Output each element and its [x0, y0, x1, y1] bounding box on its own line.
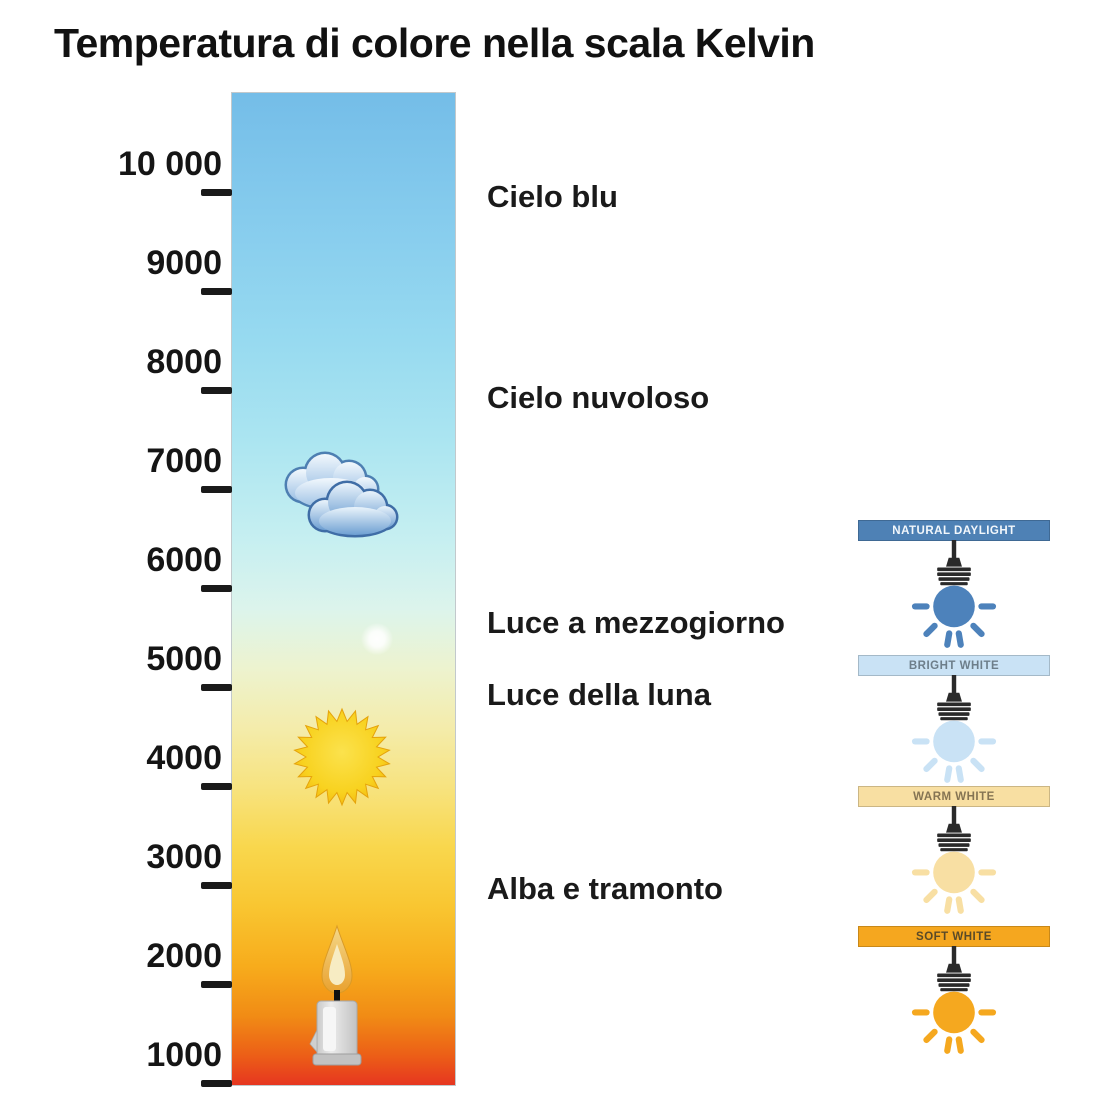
tick-label: 5000 — [146, 640, 222, 678]
bulb-panel-header: BRIGHT WHITE — [858, 655, 1050, 676]
tick-label: 7000 — [146, 442, 222, 480]
bulb-panel-header: NATURAL DAYLIGHT — [858, 520, 1050, 541]
tick-label: 10 000 — [118, 145, 222, 183]
tick-mark — [201, 189, 232, 196]
sun-icon — [293, 707, 391, 807]
tick-mark — [201, 882, 232, 889]
annotation-label: Luce a mezzogiorno — [487, 605, 785, 640]
tick-label: 2000 — [146, 937, 222, 975]
tick-mark — [201, 387, 232, 394]
kelvin-gradient-bar — [231, 92, 456, 1086]
bulb-icon — [911, 946, 997, 1054]
bulb-icon — [911, 675, 997, 783]
tick-label: 4000 — [146, 739, 222, 777]
annotation-label: Cielo blu — [487, 179, 618, 214]
annotation-label: Cielo nuvoloso — [487, 380, 710, 415]
tick-mark — [201, 585, 232, 592]
tick-mark — [201, 288, 232, 295]
moon-icon — [361, 623, 393, 655]
bulb-panel-header: SOFT WHITE — [858, 926, 1050, 947]
tick-mark — [201, 1080, 232, 1087]
tick-mark — [201, 684, 232, 691]
cloud-icon — [284, 451, 399, 538]
tick-mark — [201, 486, 232, 493]
tick-mark — [201, 783, 232, 790]
tick-label: 6000 — [146, 541, 222, 579]
candle-icon — [309, 924, 362, 1066]
tick-mark — [201, 981, 232, 988]
bulb-icon — [911, 806, 997, 914]
tick-label: 9000 — [146, 244, 222, 282]
tick-label: 8000 — [146, 343, 222, 381]
bulb-panel-header: WARM WHITE — [858, 786, 1050, 807]
page-title: Temperatura di colore nella scala Kelvin — [54, 20, 815, 66]
tick-label: 1000 — [146, 1036, 222, 1074]
annotation-label: Alba e tramonto — [487, 871, 723, 906]
tick-label: 3000 — [146, 838, 222, 876]
annotation-label: Luce della luna — [487, 677, 711, 712]
bulb-icon — [911, 540, 997, 648]
